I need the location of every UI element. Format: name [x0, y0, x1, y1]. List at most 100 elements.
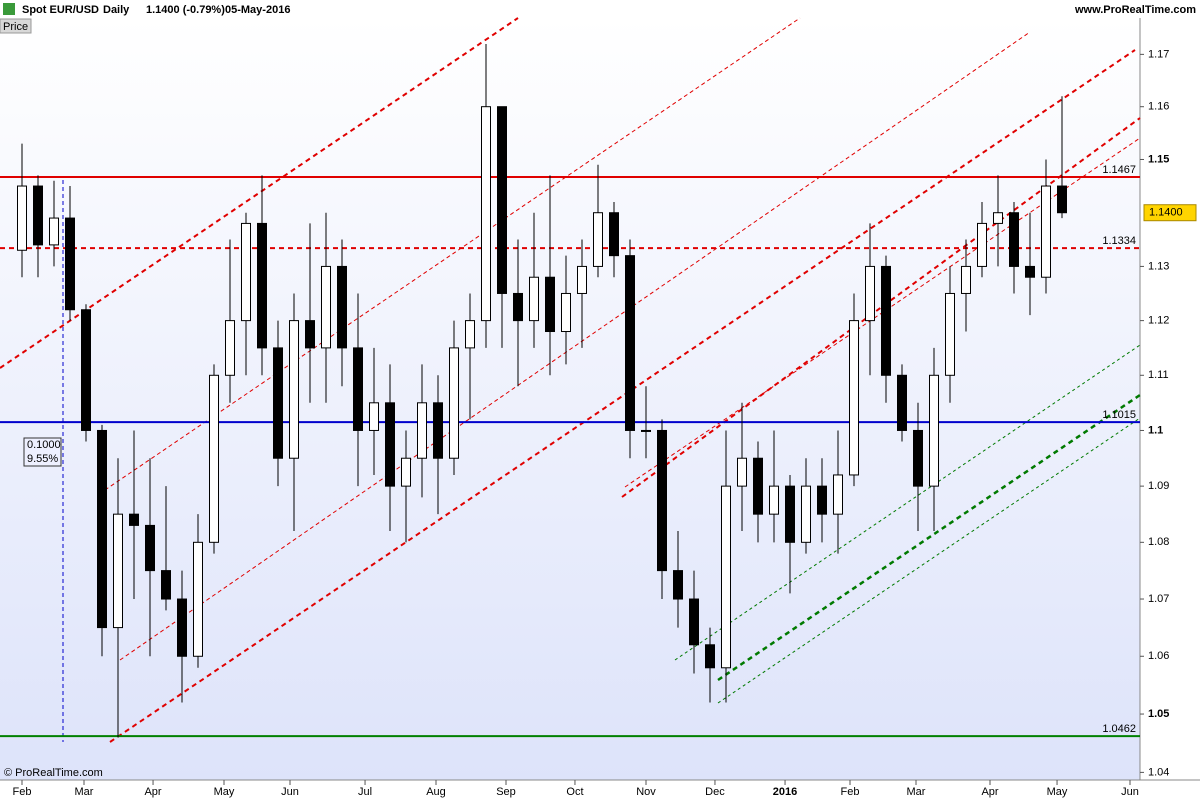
annotation-box [23, 437, 62, 467]
y-tick-label: 1.16 [1148, 101, 1169, 113]
candle-body [321, 265, 331, 349]
trendline [109, 49, 1136, 743]
candle-body [289, 320, 299, 459]
candle-body [257, 222, 267, 349]
candle-body [865, 265, 875, 322]
site: www.ProRealTime.com [1074, 4, 1196, 16]
candle-body [241, 222, 251, 322]
candle-body [657, 429, 667, 572]
candle-body [897, 374, 907, 431]
candle-body [97, 429, 107, 629]
x-tick-label: Mar [907, 786, 926, 798]
price-tab[interactable] [0, 18, 32, 34]
candle-body [369, 402, 379, 431]
level-label: 1.1467 [1102, 164, 1136, 176]
candle-body [145, 524, 155, 572]
date: 05-May-2016 [225, 4, 290, 16]
candle-body [81, 309, 91, 431]
copyright: © ProRealTime.com [4, 767, 103, 779]
candle-body [609, 212, 619, 257]
candle-body [113, 513, 123, 629]
candle-body [705, 644, 715, 669]
candle-body [273, 347, 283, 459]
candle-body [17, 185, 27, 251]
y-tick-label: 1.12 [1148, 315, 1169, 327]
candle-body [673, 570, 683, 600]
x-tick-label: Jul [358, 786, 372, 798]
candle-body [33, 185, 43, 246]
trendline [717, 417, 1141, 704]
trendline [621, 117, 1141, 498]
candle-body [593, 212, 603, 267]
candle-body [337, 265, 347, 349]
candle-body [129, 513, 139, 526]
candle-body [945, 292, 955, 376]
last-price-tag [1143, 204, 1197, 222]
x-tick-label: Apr [144, 786, 161, 798]
level-label: 1.0462 [1102, 723, 1136, 735]
x-tick-label: Sep [496, 786, 516, 798]
trendline [717, 393, 1141, 682]
candle-body [497, 106, 507, 294]
x-tick-label: Oct [566, 786, 583, 798]
candle-body [481, 106, 491, 322]
candle-body [913, 429, 923, 487]
candle-body [785, 485, 795, 543]
y-tick-label: 1.15 [1148, 153, 1169, 165]
x-tick-label: 2016 [773, 786, 797, 798]
candle-body [817, 485, 827, 515]
candle-body [929, 374, 939, 487]
x-tick-label: Mar [75, 786, 94, 798]
candle-body [353, 347, 363, 431]
candle-body [305, 320, 315, 349]
candle-body [881, 265, 891, 376]
candle-body [209, 374, 219, 543]
candle-body [801, 485, 811, 543]
candle-body [65, 217, 75, 311]
quote: 1.1400 (-0.79%) [146, 4, 225, 16]
candle-body [161, 570, 171, 600]
candle-body [49, 217, 59, 246]
candle-body [177, 598, 187, 657]
candle-body [769, 485, 779, 515]
x-tick-label: May [1047, 786, 1068, 798]
candle-body [689, 598, 699, 646]
x-tick-label: Jun [281, 786, 299, 798]
candle-body [561, 292, 571, 333]
trendline [674, 344, 1141, 661]
candle-body [1041, 185, 1051, 278]
candle-body [1025, 265, 1035, 278]
y-tick-label: 1.11 [1148, 369, 1169, 381]
y-tick-label: 1.13 [1148, 260, 1169, 272]
y-tick-label: 1.04 [1148, 766, 1169, 778]
candle-body [737, 457, 747, 487]
candle-body [833, 474, 843, 515]
candle-body [193, 541, 203, 657]
logo [3, 3, 15, 15]
candle-body [465, 320, 475, 349]
candle-body [625, 255, 635, 431]
candle-body [721, 485, 731, 669]
level-label: 1.1015 [1102, 409, 1136, 421]
candle-body [385, 402, 395, 487]
y-tick-label: 1.05 [1148, 708, 1169, 720]
candle-body [433, 402, 443, 459]
candle-body [1009, 212, 1019, 267]
annotation: 0.1000 [27, 439, 61, 451]
period: Daily [103, 4, 130, 16]
candle-body [401, 457, 411, 487]
x-tick-label: Feb [841, 786, 860, 798]
candle-body [641, 429, 651, 432]
y-tick-label: 1.17 [1148, 48, 1169, 60]
y-tick-label: 1.09 [1148, 480, 1169, 492]
x-tick-label: May [214, 786, 235, 798]
candle-body [513, 292, 523, 322]
candle-body [529, 276, 539, 322]
x-tick-label: Feb [13, 786, 32, 798]
instrument: Spot EUR/USD [22, 4, 99, 16]
candle-body [577, 265, 587, 294]
candle-body [977, 222, 987, 267]
x-tick-label: Dec [705, 786, 725, 798]
x-tick-label: Apr [981, 786, 998, 798]
